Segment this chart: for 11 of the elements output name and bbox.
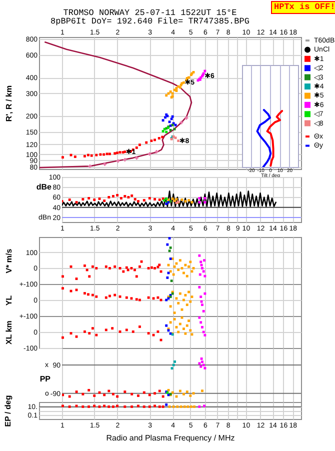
- chart-title: TROMSO NORWAY 25-07-11 1522UT 15°E: [63, 8, 237, 18]
- chart-subtitle: 8pBP6It DoY= 192.640 File= TR747385.BPG: [50, 16, 250, 26]
- y-axis-title: YL: [4, 295, 14, 306]
- y-axis-title: PP: [40, 374, 52, 384]
- y-axis-title: V* m/s: [4, 248, 14, 274]
- y-axis-title: XL km: [4, 320, 14, 344]
- status-badge: HPTx is OFF!: [271, 1, 335, 14]
- x-axis-title: Radio and Plasma Frequency / MHz: [106, 434, 235, 442]
- y-axis-title: R', R / km: [4, 85, 14, 122]
- y-axis-title: dBe: [36, 182, 52, 192]
- y-axis-title: EP / deg: [4, 395, 12, 427]
